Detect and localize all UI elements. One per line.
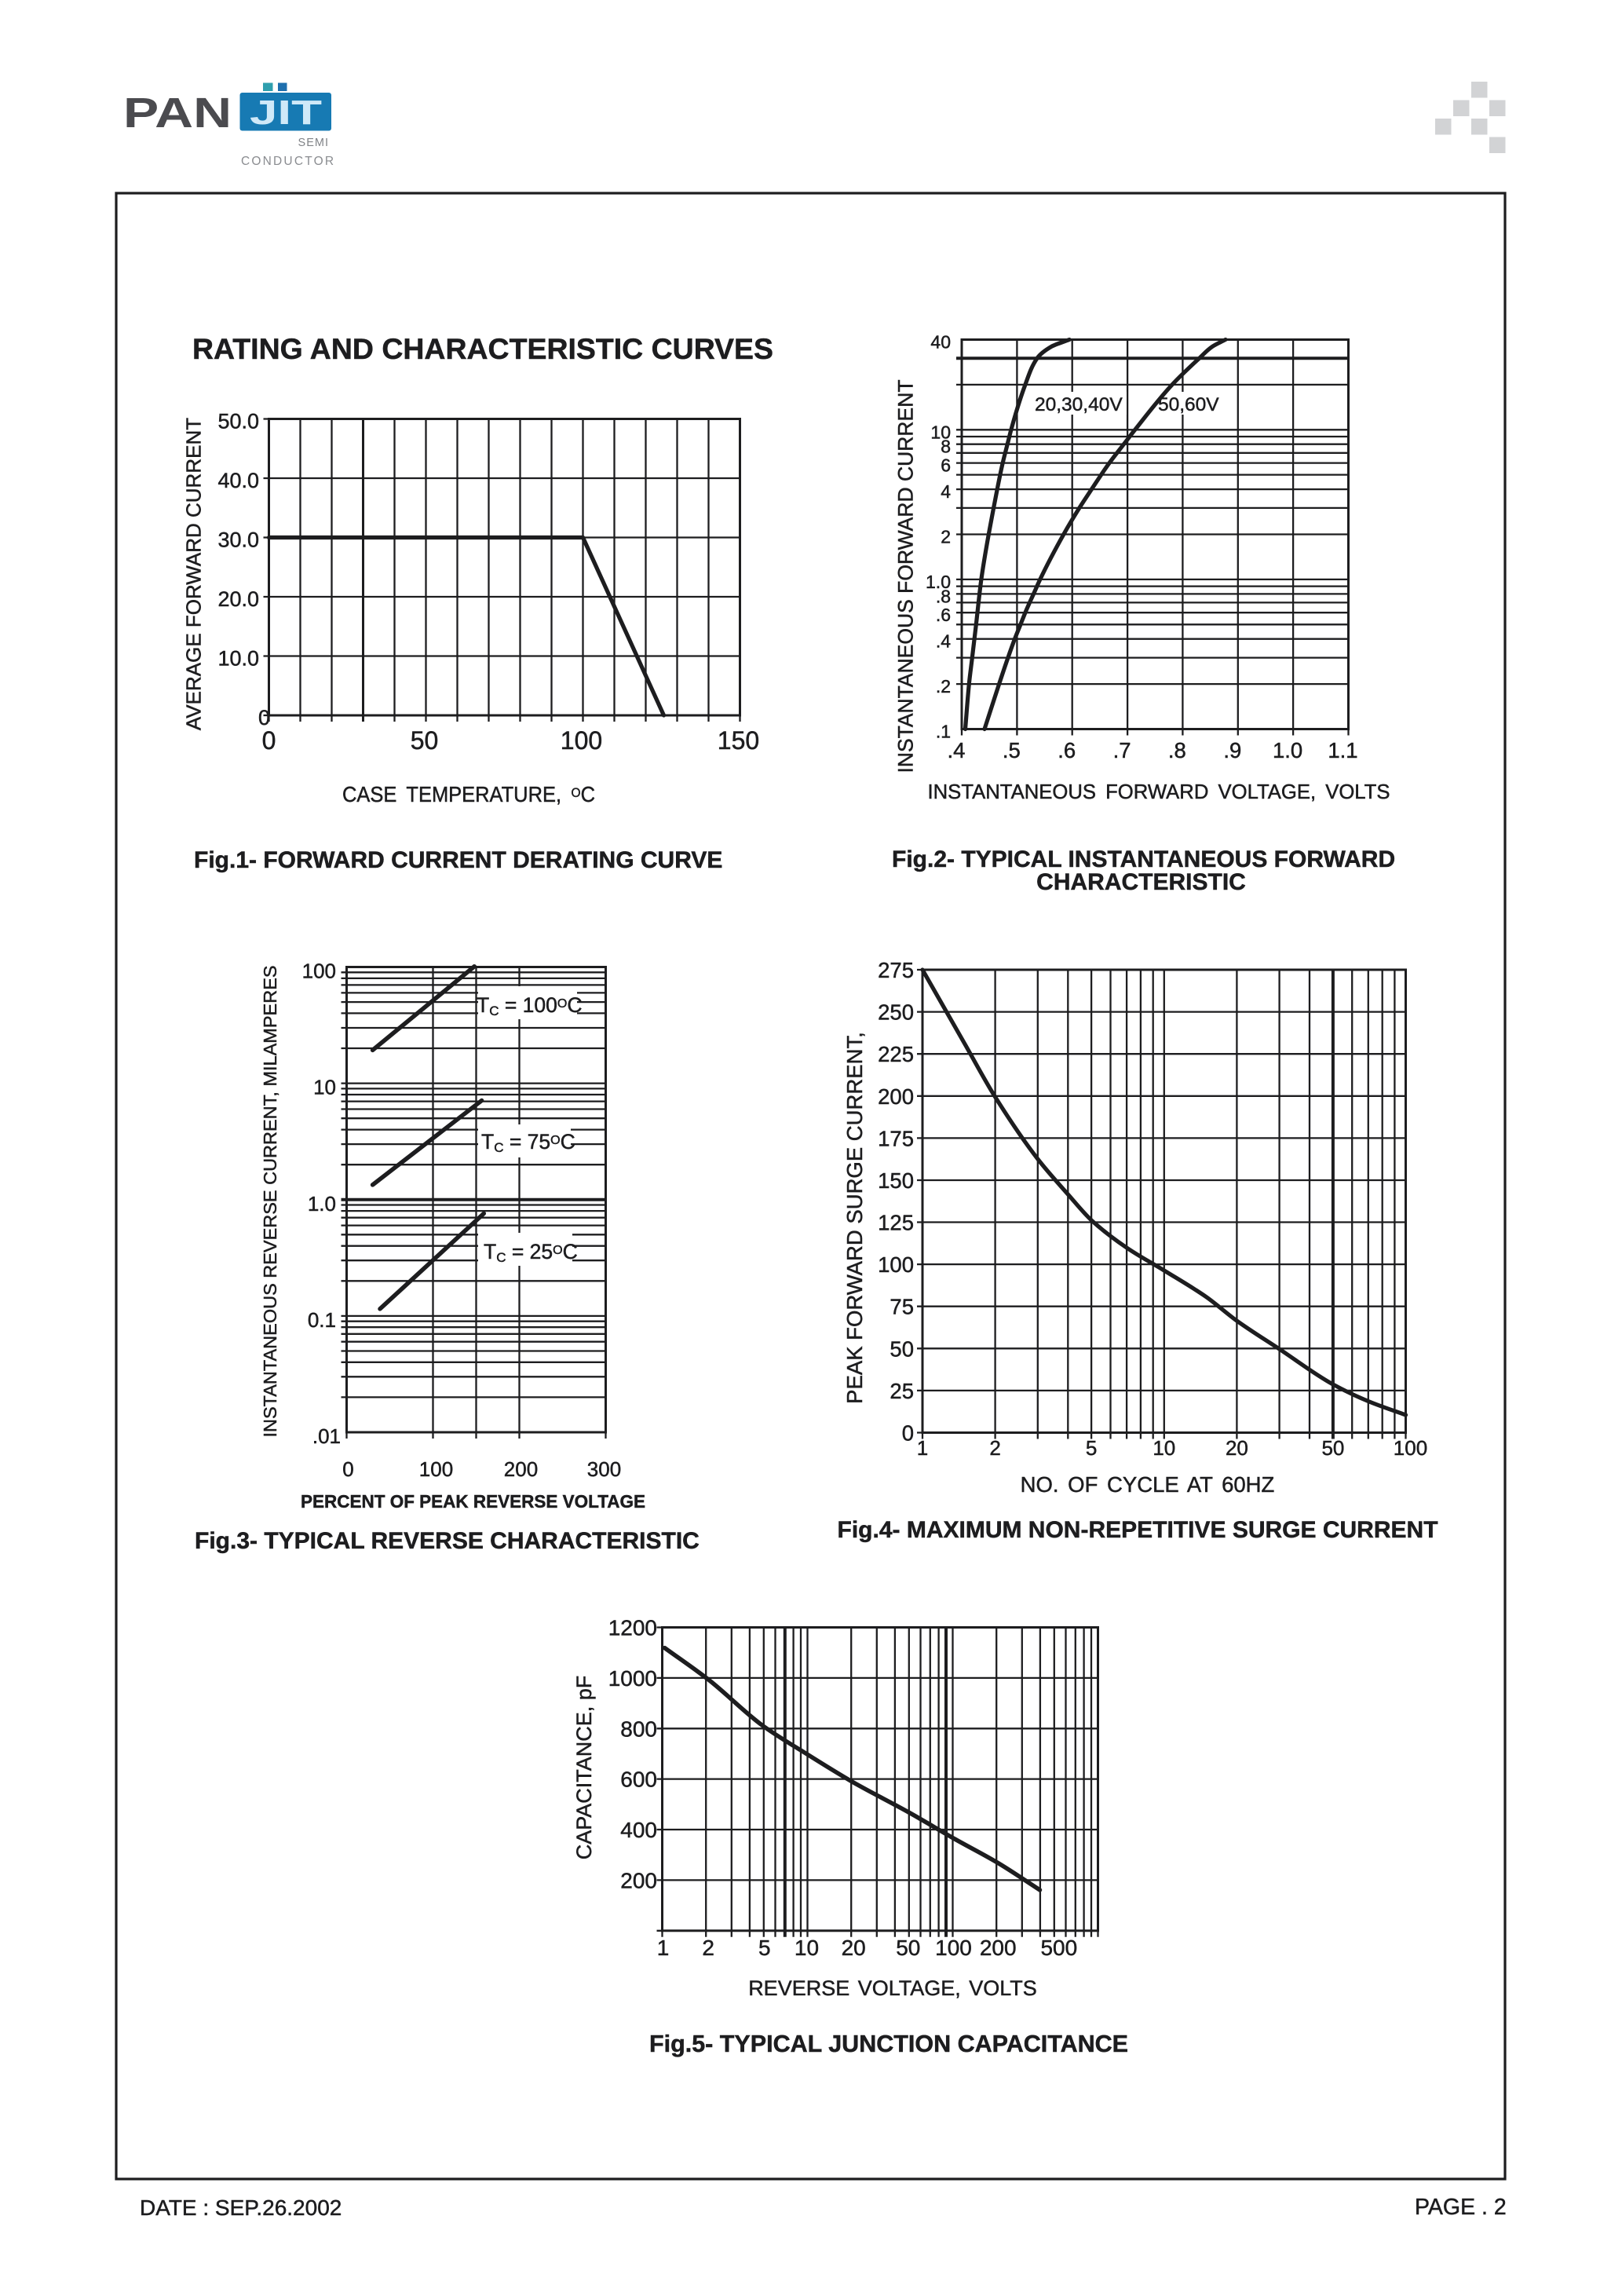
svg-text:6: 6 [941,455,951,476]
svg-text:50,60V: 50,60V [1158,394,1219,415]
svg-text:.6: .6 [936,605,951,625]
svg-text:.1: .1 [936,722,951,742]
svg-text:2: 2 [989,1436,1000,1460]
svg-text:2: 2 [702,1936,714,1960]
svg-text:.8: .8 [1168,738,1186,762]
svg-text:1.0: 1.0 [308,1192,336,1216]
svg-text:1.0: 1.0 [926,572,951,592]
svg-text:8: 8 [941,437,951,457]
svg-text:125: 125 [878,1211,914,1235]
svg-text:40: 40 [930,332,951,353]
svg-text:Fig.2- TYPICAL INSTANTANEOUS F: Fig.2- TYPICAL INSTANTANEOUS FORWARD [892,846,1395,872]
svg-text:150: 150 [878,1168,914,1193]
svg-text:.4: .4 [948,738,966,762]
svg-text:40.0: 40.0 [217,469,259,492]
svg-text:2: 2 [941,527,951,547]
svg-text:25: 25 [890,1379,914,1403]
svg-text:5: 5 [1086,1436,1097,1460]
svg-text:0.1: 0.1 [308,1308,336,1332]
svg-text:100: 100 [935,1936,972,1960]
svg-text:100: 100 [878,1252,914,1277]
svg-text:PAGE . 2: PAGE . 2 [1415,2195,1507,2220]
svg-text:.7: .7 [1113,738,1131,762]
svg-text:100: 100 [561,726,602,755]
svg-text:0: 0 [262,726,276,755]
svg-text:400: 400 [620,1818,657,1842]
svg-text:.2: .2 [936,676,951,696]
svg-text:PEAK FORWARD SURGE CURRENT,: PEAK FORWARD SURGE CURRENT, [842,1032,867,1404]
svg-text:.4: .4 [936,631,951,652]
svg-text:200: 200 [980,1936,1017,1960]
svg-text:20.0: 20.0 [217,587,259,611]
svg-text:RATING AND CHARACTERISTIC CURV: RATING AND CHARACTERISTIC CURVES [192,332,773,365]
svg-text:200: 200 [620,1868,657,1892]
svg-text:.8: .8 [936,586,951,606]
svg-text:225: 225 [878,1042,914,1066]
svg-text:Fig.1- FORWARD CURRENT DERATIN: Fig.1- FORWARD CURRENT DERATING CURVE [194,847,722,873]
svg-text:50.0: 50.0 [217,410,259,433]
svg-text:10: 10 [795,1936,819,1960]
svg-text:75: 75 [890,1295,914,1319]
svg-text:CASE TEMPERATURE, OC: CASE TEMPERATURE, OC [342,782,595,806]
svg-text:50: 50 [890,1336,914,1361]
svg-text:REVERSE VOLTAGE, VOLTS: REVERSE VOLTAGE, VOLTS [748,1976,1037,2000]
svg-text:175: 175 [878,1126,914,1150]
svg-text:INSTANTANEOUS FORWARD CURRENT: INSTANTANEOUS FORWARD CURRENT [894,379,918,773]
svg-text:5: 5 [758,1936,771,1960]
svg-text:50: 50 [1321,1436,1344,1460]
svg-text:1.1: 1.1 [1328,738,1357,762]
svg-text:JIT: JIT [250,93,322,132]
svg-text:1: 1 [917,1436,928,1460]
svg-text:300: 300 [587,1457,621,1481]
svg-text:275: 275 [878,958,914,982]
svg-text:20: 20 [842,1936,866,1960]
svg-text:10: 10 [313,1076,336,1099]
svg-text:CAPACITANCE, pF: CAPACITANCE, pF [572,1676,596,1860]
svg-text:100: 100 [1394,1436,1427,1460]
svg-text:0: 0 [258,706,270,729]
svg-text:200: 200 [504,1457,538,1481]
svg-text:0: 0 [342,1457,353,1481]
svg-text:4: 4 [941,481,951,502]
svg-text:20: 20 [1226,1436,1248,1460]
svg-text:1000: 1000 [608,1666,657,1691]
svg-text:AVERAGE FORWARD CURRENT: AVERAGE FORWARD CURRENT [182,418,206,730]
svg-text:200: 200 [878,1084,914,1109]
svg-text:.9: .9 [1223,738,1241,762]
svg-text:20,30,40V: 20,30,40V [1035,394,1123,415]
svg-text:1.0: 1.0 [1273,738,1302,762]
svg-text:Fig.4- MAXIMUM NON-REPETITIVE: Fig.4- MAXIMUM NON-REPETITIVE SURGE CURR… [838,1517,1438,1543]
svg-text:PAN: PAN [123,90,232,137]
svg-text:.6: .6 [1058,738,1076,762]
svg-text:250: 250 [878,1000,914,1025]
svg-text:INSTANTANEOUS REVERSE CURRENT,: INSTANTANEOUS REVERSE CURRENT, MILAMPERE… [260,965,280,1437]
svg-text:100: 100 [302,960,336,983]
svg-text:CONDUCTOR: CONDUCTOR [241,155,335,168]
svg-text:1: 1 [657,1936,670,1960]
svg-text:SEMI: SEMI [298,137,329,149]
svg-text:600: 600 [620,1768,657,1792]
svg-text:10.0: 10.0 [217,647,259,671]
svg-text:150: 150 [718,726,759,755]
svg-text:800: 800 [620,1717,657,1741]
svg-text:50: 50 [896,1936,920,1960]
svg-text:500: 500 [1040,1936,1077,1960]
svg-text:CHARACTERISTIC: CHARACTERISTIC [1036,869,1246,895]
svg-text:INSTANTANEOUS FORWARD VOLTAGE,: INSTANTANEOUS FORWARD VOLTAGE, VOLTS [928,780,1390,803]
svg-text:NO. OF CYCLE AT 60HZ: NO. OF CYCLE AT 60HZ [1021,1472,1275,1497]
svg-text:.5: .5 [1003,738,1021,762]
svg-text:.01: .01 [312,1424,341,1448]
svg-text:Fig.3- TYPICAL REVERSE CHARACT: Fig.3- TYPICAL REVERSE CHARACTERISTIC [195,1528,700,1554]
svg-text:0: 0 [902,1421,914,1446]
svg-text:100: 100 [419,1457,453,1481]
svg-text:10: 10 [930,422,951,442]
svg-text:30.0: 30.0 [217,528,259,552]
svg-text:PERCENT OF PEAK REVERSE VOLTAG: PERCENT OF PEAK REVERSE VOLTAGE [301,1491,645,1512]
svg-text:1200: 1200 [608,1616,657,1640]
svg-text:10: 10 [1153,1436,1175,1460]
svg-text:50: 50 [411,726,439,755]
svg-text:DATE : SEP.26.2002: DATE : SEP.26.2002 [140,2195,342,2220]
svg-text:Fig.5- TYPICAL JUNCTION CAPACI: Fig.5- TYPICAL JUNCTION CAPACITANCE [649,2031,1128,2057]
